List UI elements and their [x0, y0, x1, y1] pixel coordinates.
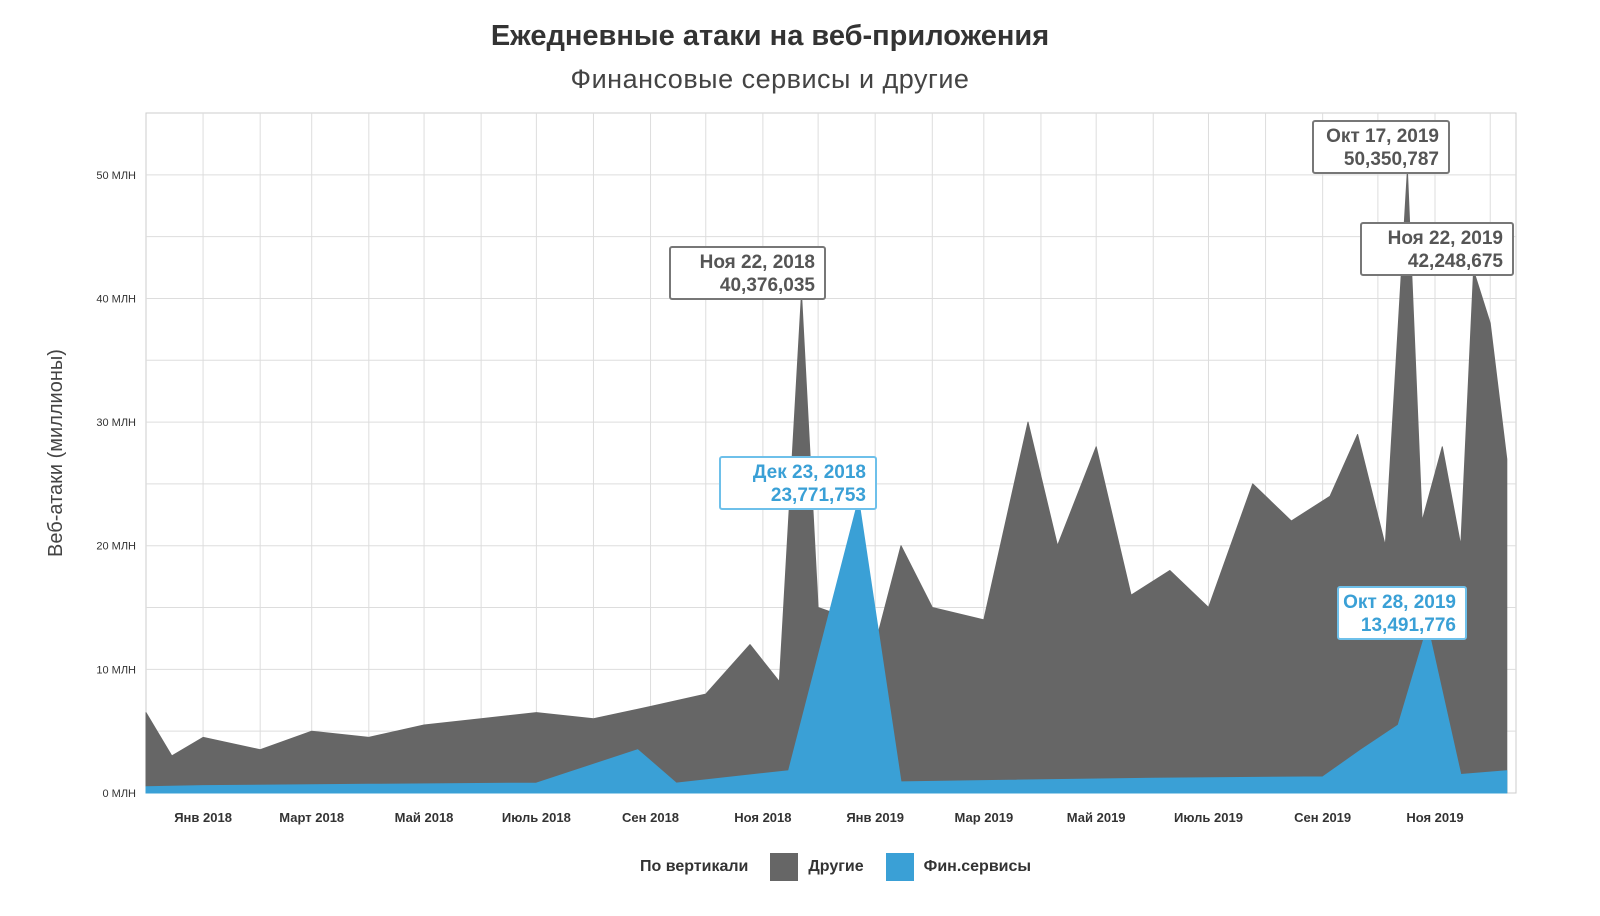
- annotation-value: 23,771,753: [771, 485, 866, 506]
- annotation-value: 50,350,787: [1344, 149, 1439, 170]
- x-tick-label: Мар 2019: [954, 810, 1013, 825]
- annotation-date: Ноя 22, 2018: [700, 252, 815, 273]
- annotation-box: [669, 246, 826, 300]
- annotation-date: Окт 17, 2019: [1326, 126, 1439, 147]
- x-tick-label: Сен 2018: [622, 810, 679, 825]
- series-area-finance: [145, 498, 1508, 794]
- x-tick-label: Янв 2019: [846, 810, 904, 825]
- annotation-date: Ноя 22, 2019: [1388, 228, 1503, 249]
- annotation-value: 42,248,675: [1408, 251, 1504, 272]
- x-tick-label: Сен 2019: [1294, 810, 1351, 825]
- x-tick-label: Июль 2019: [1174, 810, 1243, 825]
- y-tick-label: 40 МЛН: [96, 293, 136, 305]
- annotation-box: [719, 456, 877, 510]
- x-tick-label: Июль 2018: [502, 810, 571, 825]
- chart-title: Ежедневные атаки на веб-приложения: [490, 20, 1050, 52]
- x-tick-label: Май 2018: [395, 810, 454, 825]
- annotation-box: [1312, 120, 1450, 174]
- annotation-value: 13,491,776: [1361, 615, 1456, 636]
- legend-label-finance: Фин.сервисы: [923, 858, 1032, 875]
- annotation-box: [1360, 222, 1514, 276]
- annotation-date: Окт 28, 2019: [1343, 592, 1456, 613]
- y-tick-label: 10 МЛН: [96, 664, 136, 676]
- y-tick-label: 0 МЛН: [103, 788, 137, 800]
- y-tick-label: 50 МЛН: [96, 170, 136, 182]
- legend-title: По вертикали: [640, 858, 749, 875]
- x-tick-label: Март 2018: [279, 810, 344, 825]
- annotation-value: 40,376,035: [720, 275, 816, 296]
- series-area-other: [145, 170, 1508, 794]
- x-tick-label: Ноя 2019: [1406, 810, 1463, 825]
- legend-label-other: Другие: [808, 858, 864, 875]
- annotation-date: Дек 23, 2018: [753, 462, 866, 483]
- legend: По вертикали Другие Фин.сервисы: [640, 853, 1031, 881]
- y-tick-label: 20 МЛН: [96, 541, 136, 553]
- x-tick-label: Янв 2018: [174, 810, 232, 825]
- legend-swatch-other: [770, 853, 799, 881]
- chart-subtitle: Финансовые сервисы и другие: [570, 64, 970, 94]
- x-tick-label: Ноя 2018: [734, 810, 791, 825]
- y-tick-label: 30 МЛН: [96, 417, 136, 429]
- annotation-box: [1337, 586, 1467, 640]
- x-tick-label: Май 2019: [1067, 810, 1126, 825]
- legend-swatch-finance: [885, 853, 914, 881]
- y-axis-title: Веб-атаки (миллионы): [45, 349, 67, 557]
